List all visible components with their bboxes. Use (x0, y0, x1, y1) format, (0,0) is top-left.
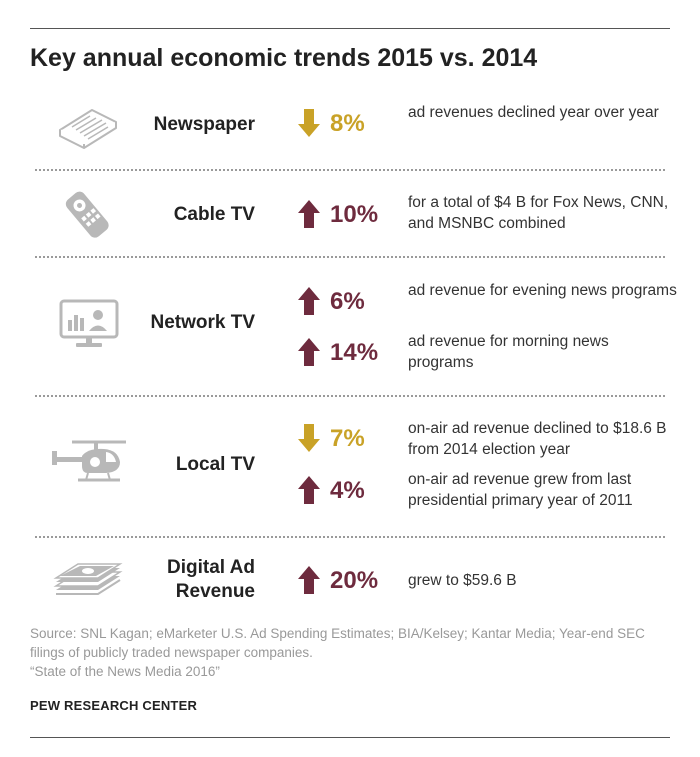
change-description: ad revenues declined year over year (408, 104, 659, 121)
change-description: ad revenue for morning news programs (408, 333, 609, 371)
organization-credit: PEW RESEARCH CENTER (30, 698, 198, 713)
down-arrow-icon (298, 424, 320, 452)
change-value: 8% (330, 110, 365, 137)
up-arrow-icon (298, 287, 320, 315)
change-description: on-air ad revenue grew from last preside… (408, 471, 633, 509)
row-divider (35, 256, 665, 258)
row-divider (35, 169, 665, 171)
change-value: 4% (330, 477, 365, 504)
bottom-rule (30, 737, 670, 738)
change-value: 20% (330, 567, 379, 594)
change-description: on-air ad revenue declined to $18.6 B fr… (408, 420, 667, 458)
change-description: for a total of $4 B for Fox News, CNN, a… (408, 194, 669, 232)
row-label-digital-ad-revenue: Digital Ad Revenue (130, 556, 255, 604)
money-stack-icon (53, 563, 123, 595)
newspaper-icon (59, 109, 117, 149)
row-label-line: Digital Ad (167, 557, 255, 578)
change-value: 14% (330, 339, 379, 366)
row-label-cable-tv: Cable TV (173, 204, 255, 225)
up-arrow-icon (298, 338, 320, 366)
row-label-network-tv: Network TV (150, 312, 255, 333)
up-arrow-icon (298, 566, 320, 594)
change-value: 10% (330, 201, 379, 228)
television-icon (59, 299, 119, 347)
row-divider (35, 395, 665, 397)
row-label-local-tv: Local TV (175, 454, 255, 475)
change-description: grew to $59.6 B (408, 572, 517, 589)
row-label-newspaper: Newspaper (153, 114, 255, 135)
remote-control-icon (65, 191, 109, 238)
source-line: Source: SNL Kagan; eMarketer U.S. Ad Spe… (30, 626, 645, 660)
page-title: Key annual economic trends 2015 vs. 2014 (30, 44, 538, 72)
change-description: ad revenue for evening news programs (408, 282, 677, 299)
source-line: “State of the News Media 2016” (30, 664, 220, 679)
top-rule (30, 28, 670, 29)
change-value: 6% (330, 288, 365, 315)
up-arrow-icon (298, 476, 320, 504)
row-divider (35, 536, 665, 538)
down-arrow-icon (298, 109, 320, 137)
up-arrow-icon (298, 200, 320, 228)
change-value: 7% (330, 425, 365, 452)
row-label-line: Revenue (175, 581, 255, 602)
source-note: Source: SNL Kagan; eMarketer U.S. Ad Spe… (30, 624, 675, 681)
helicopter-icon (52, 440, 126, 482)
